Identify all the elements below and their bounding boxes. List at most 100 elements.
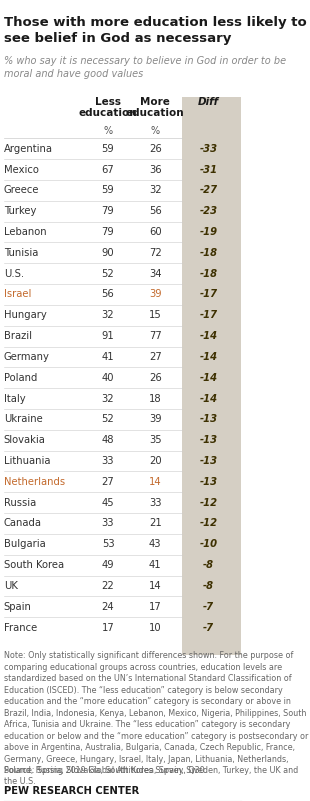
Text: 43: 43 — [149, 539, 162, 549]
Text: Poland: Poland — [4, 372, 37, 383]
Text: 36: 36 — [149, 164, 162, 175]
Text: Brazil: Brazil — [4, 331, 32, 341]
Text: 33: 33 — [102, 456, 114, 466]
Text: -14: -14 — [200, 352, 218, 362]
Text: 79: 79 — [102, 227, 114, 237]
Text: Diff: Diff — [198, 97, 219, 107]
Text: 56: 56 — [102, 289, 114, 300]
Text: 45: 45 — [102, 497, 114, 508]
Text: 32: 32 — [102, 310, 114, 320]
Text: Italy: Italy — [4, 393, 25, 404]
Text: 77: 77 — [149, 331, 162, 341]
Text: -17: -17 — [200, 289, 218, 300]
Text: Source: Spring 2019 Global Attitudes Survey, Q30.: Source: Spring 2019 Global Attitudes Sur… — [4, 766, 207, 775]
Text: %: % — [151, 127, 160, 136]
Text: 41: 41 — [102, 352, 114, 362]
Text: 14: 14 — [149, 477, 162, 487]
Text: 48: 48 — [102, 435, 114, 445]
Text: PEW RESEARCH CENTER: PEW RESEARCH CENTER — [4, 786, 139, 795]
Text: -14: -14 — [200, 393, 218, 404]
Text: Less
education: Less education — [79, 97, 137, 119]
Text: 27: 27 — [149, 352, 162, 362]
Text: -14: -14 — [200, 372, 218, 383]
Text: Hungary: Hungary — [4, 310, 46, 320]
Text: 49: 49 — [102, 560, 114, 570]
Text: 59: 59 — [102, 185, 114, 195]
Text: South Korea: South Korea — [4, 560, 64, 570]
Text: -7: -7 — [203, 602, 214, 612]
Bar — [182, 97, 241, 654]
Text: Those with more education less likely to
see belief in God as necessary: Those with more education less likely to… — [4, 16, 307, 45]
Text: 27: 27 — [102, 477, 114, 487]
Text: 41: 41 — [149, 560, 162, 570]
Text: Lebanon: Lebanon — [4, 227, 46, 237]
Text: 59: 59 — [102, 143, 114, 154]
Text: 60: 60 — [149, 227, 162, 237]
Text: Slovakia: Slovakia — [4, 435, 46, 445]
Text: -18: -18 — [200, 248, 218, 258]
Text: 34: 34 — [149, 268, 162, 279]
Text: -14: -14 — [200, 331, 218, 341]
Text: 18: 18 — [149, 393, 162, 404]
Text: -10: -10 — [200, 539, 218, 549]
Text: Tunisia: Tunisia — [4, 248, 38, 258]
Text: % who say it is necessary to believe in God in order to be
moral and have good v: % who say it is necessary to believe in … — [4, 56, 286, 78]
Text: Greece: Greece — [4, 185, 39, 195]
Text: -12: -12 — [200, 518, 218, 529]
Text: 20: 20 — [149, 456, 162, 466]
Text: Mexico: Mexico — [4, 164, 39, 175]
Text: Turkey: Turkey — [4, 206, 36, 216]
Text: 17: 17 — [102, 622, 114, 633]
Text: -18: -18 — [200, 268, 218, 279]
Text: Russia: Russia — [4, 497, 36, 508]
Text: -13: -13 — [200, 456, 218, 466]
Text: -13: -13 — [200, 477, 218, 487]
Text: France: France — [4, 622, 37, 633]
Text: 26: 26 — [149, 143, 162, 154]
Text: Ukraine: Ukraine — [4, 414, 42, 425]
Text: 39: 39 — [149, 289, 162, 300]
Text: 72: 72 — [149, 248, 162, 258]
Text: 33: 33 — [149, 497, 162, 508]
Text: -33: -33 — [200, 143, 218, 154]
Text: 26: 26 — [149, 372, 162, 383]
Text: Canada: Canada — [4, 518, 42, 529]
Text: 14: 14 — [149, 581, 162, 591]
Text: 21: 21 — [149, 518, 162, 529]
Text: %: % — [104, 127, 113, 136]
Text: 91: 91 — [102, 331, 114, 341]
Text: 52: 52 — [102, 268, 114, 279]
Text: 33: 33 — [102, 518, 114, 529]
Text: 15: 15 — [149, 310, 162, 320]
Text: 53: 53 — [102, 539, 114, 549]
Text: 32: 32 — [102, 393, 114, 404]
Text: U.S.: U.S. — [4, 268, 24, 279]
Text: 32: 32 — [149, 185, 162, 195]
Text: Note: Only statistically significant differences shown. For the purpose of compa: Note: Only statistically significant dif… — [4, 651, 308, 787]
Text: -8: -8 — [203, 560, 214, 570]
Text: -12: -12 — [200, 497, 218, 508]
Text: Lithuania: Lithuania — [4, 456, 50, 466]
Text: -13: -13 — [200, 435, 218, 445]
Text: 24: 24 — [102, 602, 114, 612]
Text: More
education: More education — [126, 97, 184, 119]
Text: Spain: Spain — [4, 602, 32, 612]
Text: 10: 10 — [149, 622, 162, 633]
Text: Germany: Germany — [4, 352, 50, 362]
Text: 52: 52 — [102, 414, 114, 425]
Text: -7: -7 — [203, 622, 214, 633]
Text: Netherlands: Netherlands — [4, 477, 65, 487]
Text: -19: -19 — [200, 227, 218, 237]
Text: 56: 56 — [149, 206, 162, 216]
Text: -13: -13 — [200, 414, 218, 425]
Text: Argentina: Argentina — [4, 143, 53, 154]
Text: -8: -8 — [203, 581, 214, 591]
Text: 40: 40 — [102, 372, 114, 383]
Text: 67: 67 — [102, 164, 114, 175]
Text: 90: 90 — [102, 248, 114, 258]
Text: 17: 17 — [149, 602, 162, 612]
Text: -23: -23 — [200, 206, 218, 216]
Text: 39: 39 — [149, 414, 162, 425]
Text: UK: UK — [4, 581, 18, 591]
Text: 22: 22 — [102, 581, 114, 591]
